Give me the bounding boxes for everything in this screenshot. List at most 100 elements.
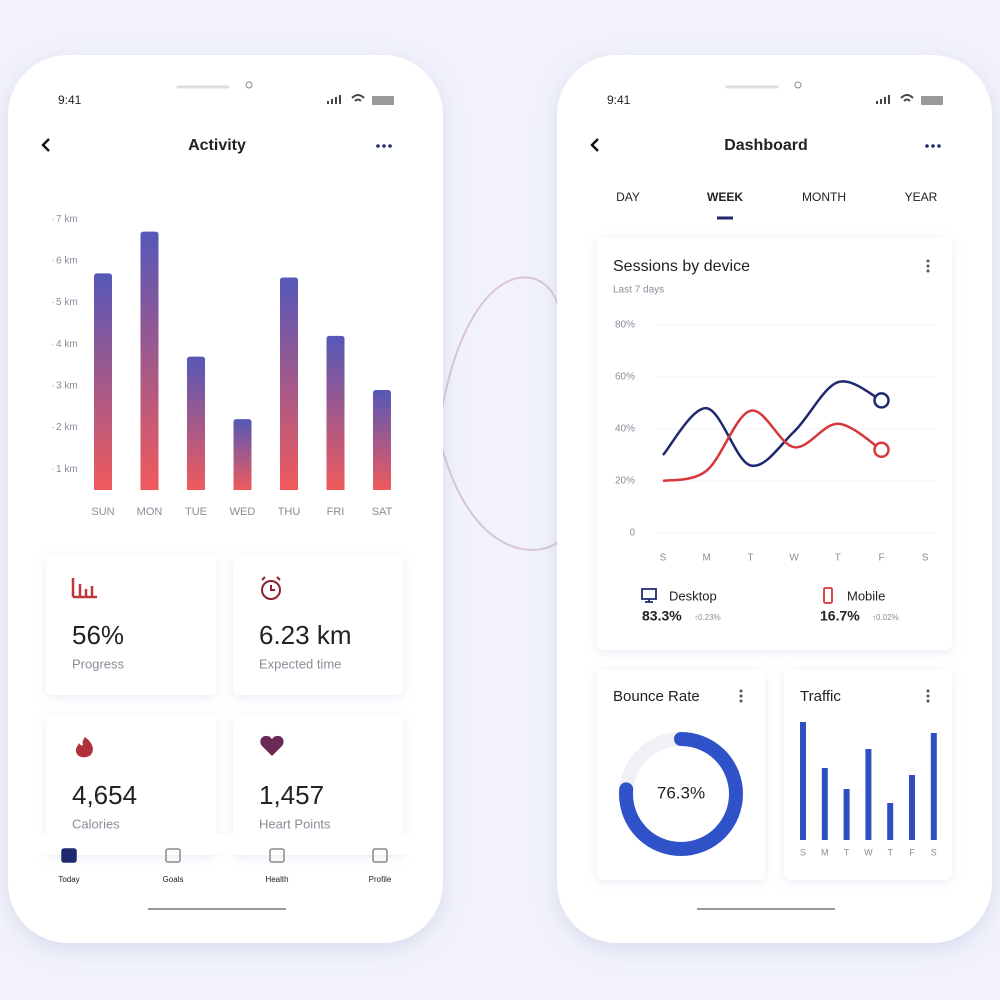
- nav-label: Today: [58, 875, 79, 884]
- bar: [94, 273, 112, 490]
- x-tick-label: THU: [278, 506, 301, 518]
- legend-share: 16.7%: [820, 608, 860, 624]
- card-title: Traffic: [800, 688, 841, 705]
- bar: [326, 335, 345, 490]
- bar: [233, 419, 252, 490]
- card-menu[interactable]: [926, 259, 930, 263]
- progress-icon: [71, 578, 97, 599]
- card-menu[interactable]: [739, 694, 743, 698]
- card-menu[interactable]: [739, 699, 743, 703]
- clock-icon: [261, 580, 281, 600]
- wifi-icon: [351, 94, 365, 102]
- card-menu[interactable]: [926, 689, 930, 693]
- wifi-icon: [900, 94, 914, 102]
- battery-icon: [372, 96, 394, 105]
- nav-label: Profile: [369, 875, 392, 884]
- y-tick-label: 7 km: [56, 214, 78, 225]
- menu-dot: [937, 144, 941, 148]
- desktop-icon: [641, 588, 657, 603]
- nav-label: Goals: [163, 875, 184, 884]
- x-tick-label: F: [909, 847, 915, 857]
- bar: [843, 789, 850, 840]
- legend-label: Mobile: [847, 588, 885, 603]
- camera: [794, 81, 802, 89]
- stat-label: Progress: [72, 656, 125, 671]
- stat-label: Calories: [72, 816, 120, 831]
- x-tick-label: T: [835, 553, 841, 564]
- tab[interactable]: DAY: [616, 190, 640, 204]
- end-marker: [873, 392, 890, 409]
- card-menu[interactable]: [926, 694, 930, 698]
- back-button[interactable]: [41, 138, 50, 152]
- stat-label: Heart Points: [259, 816, 331, 831]
- donut-label: 76.3%: [657, 783, 705, 802]
- menu-dot: [931, 144, 935, 148]
- bar: [800, 722, 806, 840]
- tab[interactable]: YEAR: [905, 190, 938, 204]
- x-tick-label: S: [660, 553, 667, 564]
- stat-label: Expected time: [259, 656, 341, 671]
- y-tick-label: 1 km: [56, 464, 78, 475]
- bar: [373, 390, 391, 490]
- nav-icon[interactable]: [372, 848, 388, 863]
- card-menu[interactable]: [926, 264, 930, 268]
- x-tick-label: SAT: [372, 506, 393, 518]
- x-tick-label: S: [800, 847, 806, 857]
- mask: [30, 834, 420, 854]
- stat-value: 56%: [72, 620, 124, 650]
- stat-card: [46, 555, 216, 695]
- menu-dot: [382, 144, 386, 148]
- x-tick-label: F: [878, 553, 884, 564]
- x-tick-label: S: [931, 847, 937, 857]
- bar: [280, 277, 298, 490]
- camera: [245, 81, 253, 89]
- bar: [930, 733, 937, 840]
- back-button[interactable]: [590, 138, 599, 152]
- card-menu[interactable]: [926, 699, 930, 703]
- x-tick-label: T: [887, 847, 893, 857]
- card-title: Sessions by device: [613, 258, 750, 275]
- mobile-icon: [823, 587, 833, 604]
- status-time: 9:41: [607, 93, 631, 107]
- nav-icon[interactable]: [61, 848, 77, 863]
- legend-label: Desktop: [669, 588, 717, 603]
- x-tick-label: MON: [137, 506, 163, 518]
- x-tick-label: W: [789, 553, 799, 564]
- phone-content: 9:41 Dashboard DAY WEEK MONTH YEAR Sessions by…: [590, 81, 952, 910]
- card: [597, 238, 952, 650]
- tab[interactable]: WEEK: [707, 190, 743, 204]
- legend-share: 83.3%: [642, 608, 682, 624]
- signal-icon: [876, 95, 890, 104]
- card-menu[interactable]: [926, 269, 930, 273]
- card-menu[interactable]: [739, 689, 743, 693]
- clock-hands: [261, 576, 281, 591]
- x-tick-label: SUN: [91, 506, 114, 518]
- card-title: Bounce Rate: [613, 688, 700, 705]
- y-tick-label: 2 km: [56, 422, 78, 433]
- status-time: 9:41: [58, 93, 82, 107]
- y-tick-label: 40%: [615, 424, 635, 435]
- y-tick-label: 0: [629, 528, 635, 539]
- x-tick-label: T: [844, 847, 850, 857]
- bar: [140, 231, 159, 490]
- bar: [909, 775, 915, 840]
- x-tick-label: S: [922, 553, 929, 564]
- y-tick-label: 80%: [615, 320, 635, 331]
- tab[interactable]: MONTH: [802, 190, 846, 204]
- x-tick-label: TUE: [185, 506, 207, 518]
- nav-icon[interactable]: [165, 848, 181, 863]
- x-tick-label: FRI: [327, 506, 345, 518]
- nav-icon[interactable]: [269, 848, 285, 863]
- bar: [887, 803, 894, 840]
- signal-icon: [327, 95, 341, 104]
- menu-dot[interactable]: [925, 144, 929, 148]
- y-tick-label: 3 km: [56, 380, 78, 391]
- menu-dot[interactable]: [376, 144, 380, 148]
- donut-arc: [619, 732, 743, 856]
- flame-icon: [75, 737, 93, 758]
- x-tick-label: M: [703, 553, 711, 564]
- bar: [865, 749, 872, 840]
- x-tick-label: T: [747, 553, 753, 564]
- y-tick-label: 4 km: [56, 339, 78, 350]
